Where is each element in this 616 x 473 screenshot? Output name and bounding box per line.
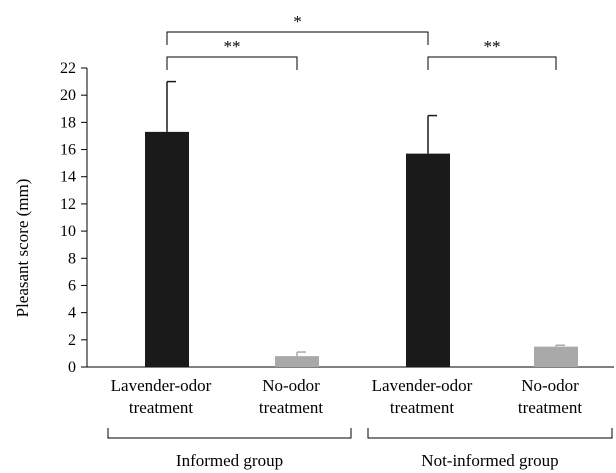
group-label: Not-informed group <box>421 451 558 470</box>
y-tick-label: 12 <box>60 196 76 213</box>
x-tick-label: treatment <box>390 398 454 417</box>
y-tick-label: 22 <box>60 60 76 77</box>
x-tick-label: treatment <box>259 398 323 417</box>
significance-brackets: *** ** <box>166 12 557 70</box>
x-tick-label: Lavender-odor <box>372 376 473 395</box>
x-tick-label: treatment <box>518 398 582 417</box>
significance-label: * <box>293 12 302 31</box>
group-bracket <box>107 428 352 439</box>
significance-bracket <box>427 56 557 70</box>
y-tick-label: 14 <box>60 169 76 186</box>
x-tick-label: No-odor <box>262 376 320 395</box>
bar <box>145 131 189 367</box>
x-tick-labels: Lavender-odor treatment No-odor treatment La… <box>111 376 583 417</box>
bar <box>534 346 578 367</box>
y-tick-label: 20 <box>60 87 76 104</box>
y-tick-label: 8 <box>68 250 76 267</box>
significance-bracket <box>166 56 298 70</box>
y-tick-label: 0 <box>68 359 76 376</box>
y-tick-label: 6 <box>68 277 76 294</box>
y-ticks: 0 2 4 6 8 10 12 14 16 18 20 22 <box>60 60 87 376</box>
y-axis-label: Pleasant score (mm) <box>13 179 32 318</box>
x-tick-label: treatment <box>129 398 193 417</box>
y-tick-label: 2 <box>68 332 76 349</box>
group-bracket <box>367 428 613 439</box>
bar <box>406 153 450 367</box>
significance-bracket <box>166 31 429 45</box>
y-tick-label: 18 <box>60 114 76 131</box>
significance-label: ** <box>484 37 501 56</box>
bar <box>275 356 319 367</box>
y-tick-label: 16 <box>60 142 76 159</box>
y-tick-label: 10 <box>60 223 76 240</box>
group-brackets: Informed group Not-informed group <box>107 428 613 470</box>
x-tick-label: Lavender-odor <box>111 376 212 395</box>
error-bars <box>166 80 565 357</box>
x-tick-label: No-odor <box>521 376 579 395</box>
significance-label: ** <box>224 37 241 56</box>
y-tick-label: 4 <box>68 305 76 322</box>
bars <box>145 131 578 367</box>
group-label: Informed group <box>176 451 283 470</box>
